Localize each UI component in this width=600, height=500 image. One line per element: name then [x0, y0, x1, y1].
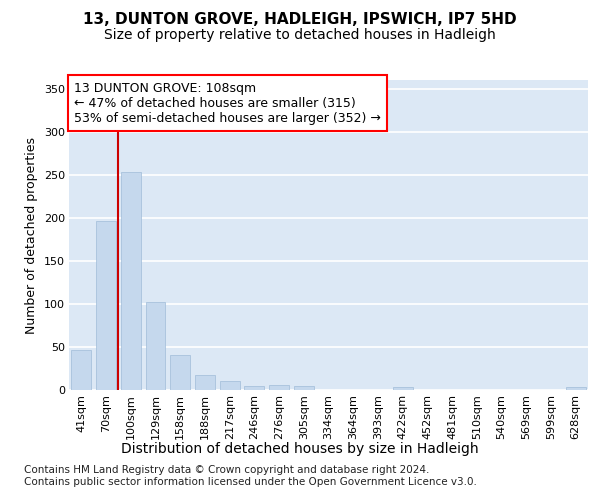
Y-axis label: Number of detached properties: Number of detached properties	[25, 136, 38, 334]
Text: 13 DUNTON GROVE: 108sqm
← 47% of detached houses are smaller (315)
53% of semi-d: 13 DUNTON GROVE: 108sqm ← 47% of detache…	[74, 82, 381, 124]
Bar	[195, 376, 215, 390]
Bar	[220, 382, 239, 390]
Bar	[146, 302, 166, 390]
Bar	[269, 385, 289, 390]
Text: 13, DUNTON GROVE, HADLEIGH, IPSWICH, IP7 5HD: 13, DUNTON GROVE, HADLEIGH, IPSWICH, IP7…	[83, 12, 517, 28]
Bar	[170, 354, 190, 390]
Bar	[294, 386, 314, 390]
Bar	[393, 388, 413, 390]
Text: Size of property relative to detached houses in Hadleigh: Size of property relative to detached ho…	[104, 28, 496, 42]
Text: Distribution of detached houses by size in Hadleigh: Distribution of detached houses by size …	[121, 442, 479, 456]
Bar	[71, 350, 91, 390]
Bar	[96, 221, 116, 390]
Bar	[121, 172, 140, 390]
Bar	[566, 388, 586, 390]
Text: Contains HM Land Registry data © Crown copyright and database right 2024.
Contai: Contains HM Land Registry data © Crown c…	[24, 465, 477, 486]
Bar	[244, 386, 264, 390]
